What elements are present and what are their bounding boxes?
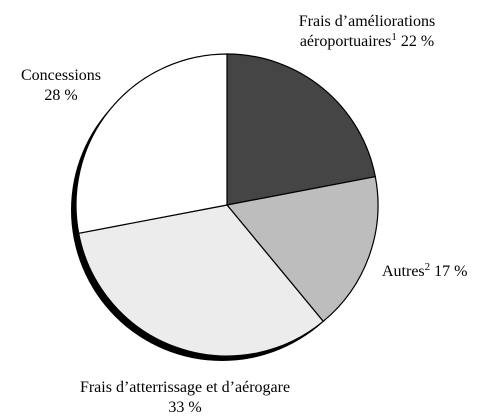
slice-label: Frais d’améliorations aéroportuaires1 22… xyxy=(262,12,472,52)
pie-slice xyxy=(75,53,228,234)
slice-label: Frais d’atterrissage et d’aérogare 33 % xyxy=(20,378,350,418)
footnote: 2 xyxy=(424,261,431,273)
label-value: 33 % xyxy=(168,399,202,416)
slice-label: Concessions 28 % xyxy=(0,66,122,106)
label-name: Frais d’atterrissage et d’aérogare xyxy=(79,379,291,396)
label-name: Concessions xyxy=(21,67,101,84)
label-name: Autres xyxy=(382,263,425,280)
pie-slice xyxy=(77,204,325,357)
pie-slice xyxy=(225,176,379,323)
label-name: Frais d’améliorations aéroportuaires xyxy=(298,13,436,50)
label-value: 28 % xyxy=(44,87,78,104)
pie-slice xyxy=(226,53,377,206)
slice-label: Autres2 17 % xyxy=(382,262,492,282)
footnote: 1 xyxy=(391,31,397,43)
label-value: 22 % xyxy=(400,33,435,50)
label-value: 17 % xyxy=(434,263,468,280)
